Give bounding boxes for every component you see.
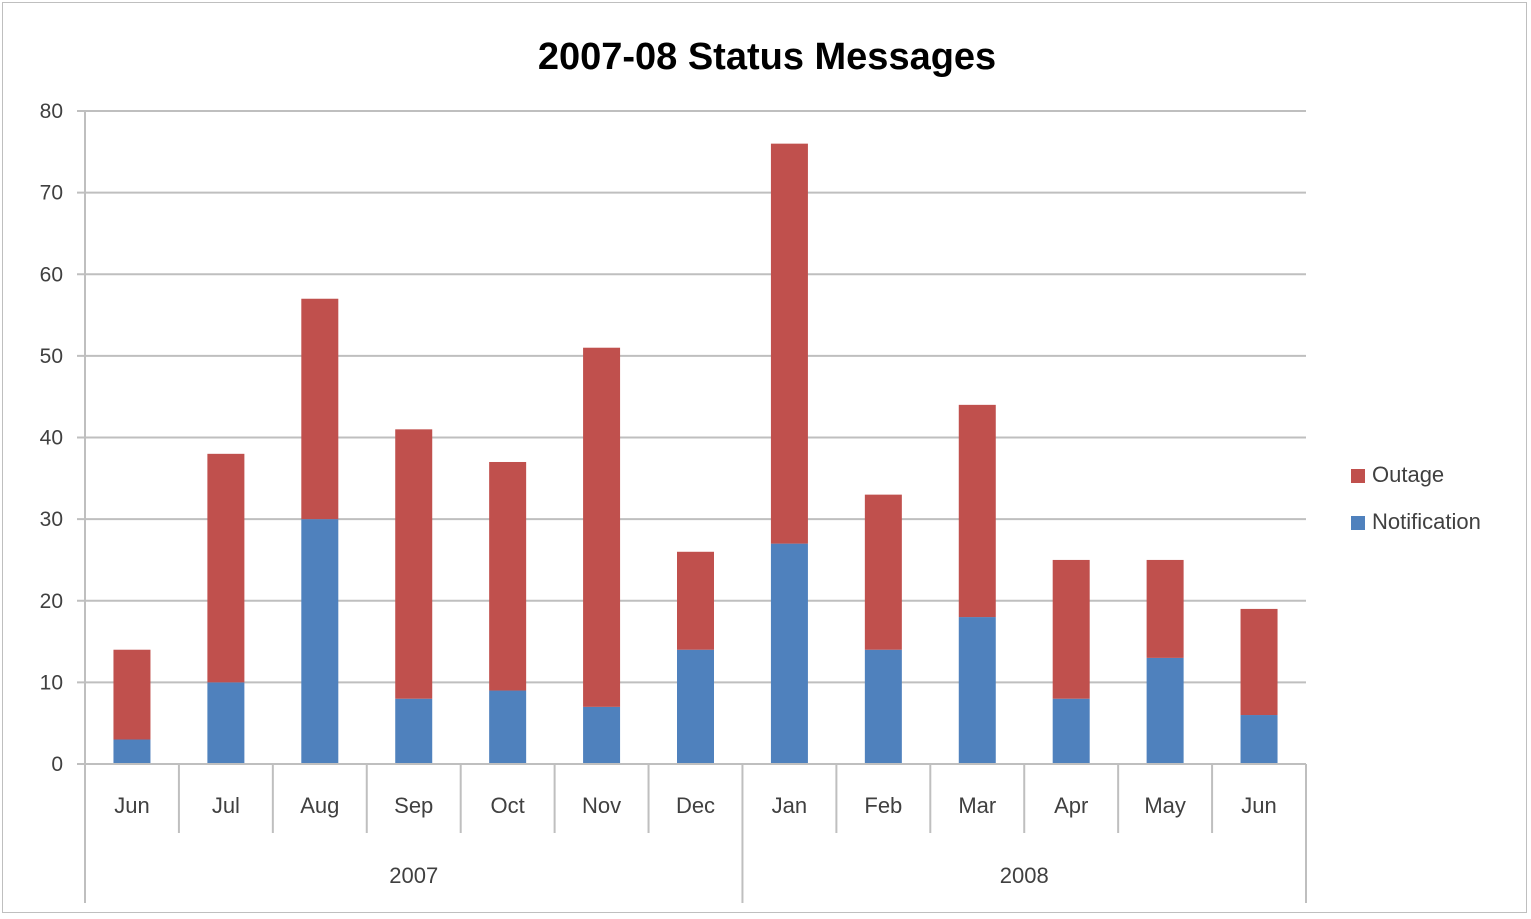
legend-swatch-outage <box>1351 469 1365 483</box>
bar-notification-2 <box>301 519 339 764</box>
bar-notification-4 <box>489 690 527 764</box>
bar-outage-11 <box>1146 559 1184 658</box>
bar-notification-11 <box>1146 657 1184 764</box>
bar-outage-7 <box>770 143 808 544</box>
bar-outage-1 <box>207 453 245 683</box>
x-category-label: Sep <box>394 793 433 818</box>
x-group-label: 2008 <box>1000 863 1049 888</box>
y-tick-label: 70 <box>40 182 63 205</box>
bar-outage-5 <box>583 347 621 707</box>
x-category-label: Oct <box>491 793 525 818</box>
bar-outage-0 <box>113 649 151 740</box>
gridlines <box>85 110 1306 684</box>
chart-title: 2007-08 Status Messages <box>538 36 996 78</box>
x-category-label: Jul <box>212 793 240 818</box>
legend-label-notification: Notification <box>1372 509 1481 534</box>
bar-notification-1 <box>207 682 245 764</box>
bar-notification-0 <box>113 739 151 764</box>
bar-outage-8 <box>864 494 902 650</box>
y-tick-label: 40 <box>40 427 63 450</box>
bar-outage-12 <box>1240 608 1278 716</box>
legend: Outage Notification <box>1351 462 1481 534</box>
x-category-label: Jan <box>772 793 807 818</box>
axes <box>77 110 1307 903</box>
x-category-label: Feb <box>864 793 902 818</box>
bar-outage-9 <box>958 404 996 618</box>
bar-outage-10 <box>1052 559 1090 699</box>
bar-notification-7 <box>770 543 808 764</box>
legend-swatch-notification <box>1351 516 1365 530</box>
y-tick-label: 10 <box>40 671 63 694</box>
y-tick-label: 30 <box>40 508 63 531</box>
x-category-label: May <box>1144 793 1186 818</box>
bar-notification-5 <box>583 706 621 764</box>
x-category-label: Dec <box>676 793 715 818</box>
y-tick-label: 80 <box>40 100 63 123</box>
bar-notification-9 <box>958 617 996 764</box>
x-category-label: Jun <box>1241 793 1276 818</box>
y-tick-label: 0 <box>51 753 63 776</box>
x-category-label: Aug <box>300 793 339 818</box>
x-category-label: Mar <box>958 793 996 818</box>
x-group-label: 2007 <box>389 863 438 888</box>
bar-outage-2 <box>301 298 339 520</box>
bars <box>113 143 1278 764</box>
bar-notification-3 <box>395 698 433 764</box>
bar-notification-6 <box>677 649 714 764</box>
bar-outage-6 <box>677 551 714 650</box>
x-category-label: Nov <box>582 793 621 818</box>
bar-outage-3 <box>395 429 433 699</box>
y-tick-label: 50 <box>40 345 63 368</box>
bar-notification-8 <box>864 649 902 764</box>
stacked-bar-chart: 2007-08 Status Messages 0 10 20 30 40 50 60 70 8… <box>40 36 1481 903</box>
bar-notification-12 <box>1240 715 1278 764</box>
legend-label-outage: Outage <box>1372 462 1444 487</box>
y-tick-label: 20 <box>40 590 63 613</box>
x-category-label: Apr <box>1054 793 1088 818</box>
y-tick-labels: 0 10 20 30 40 50 60 70 80 <box>40 100 63 776</box>
bar-outage-4 <box>489 461 527 691</box>
bar-notification-10 <box>1052 698 1090 764</box>
y-tick-label: 60 <box>40 263 63 286</box>
x-category-label: Jun <box>114 793 149 818</box>
x-category-labels: Jun Jul Aug Sep Oct Nov Dec Jan Feb Mar Apr May Jun 2… <box>114 793 1277 888</box>
